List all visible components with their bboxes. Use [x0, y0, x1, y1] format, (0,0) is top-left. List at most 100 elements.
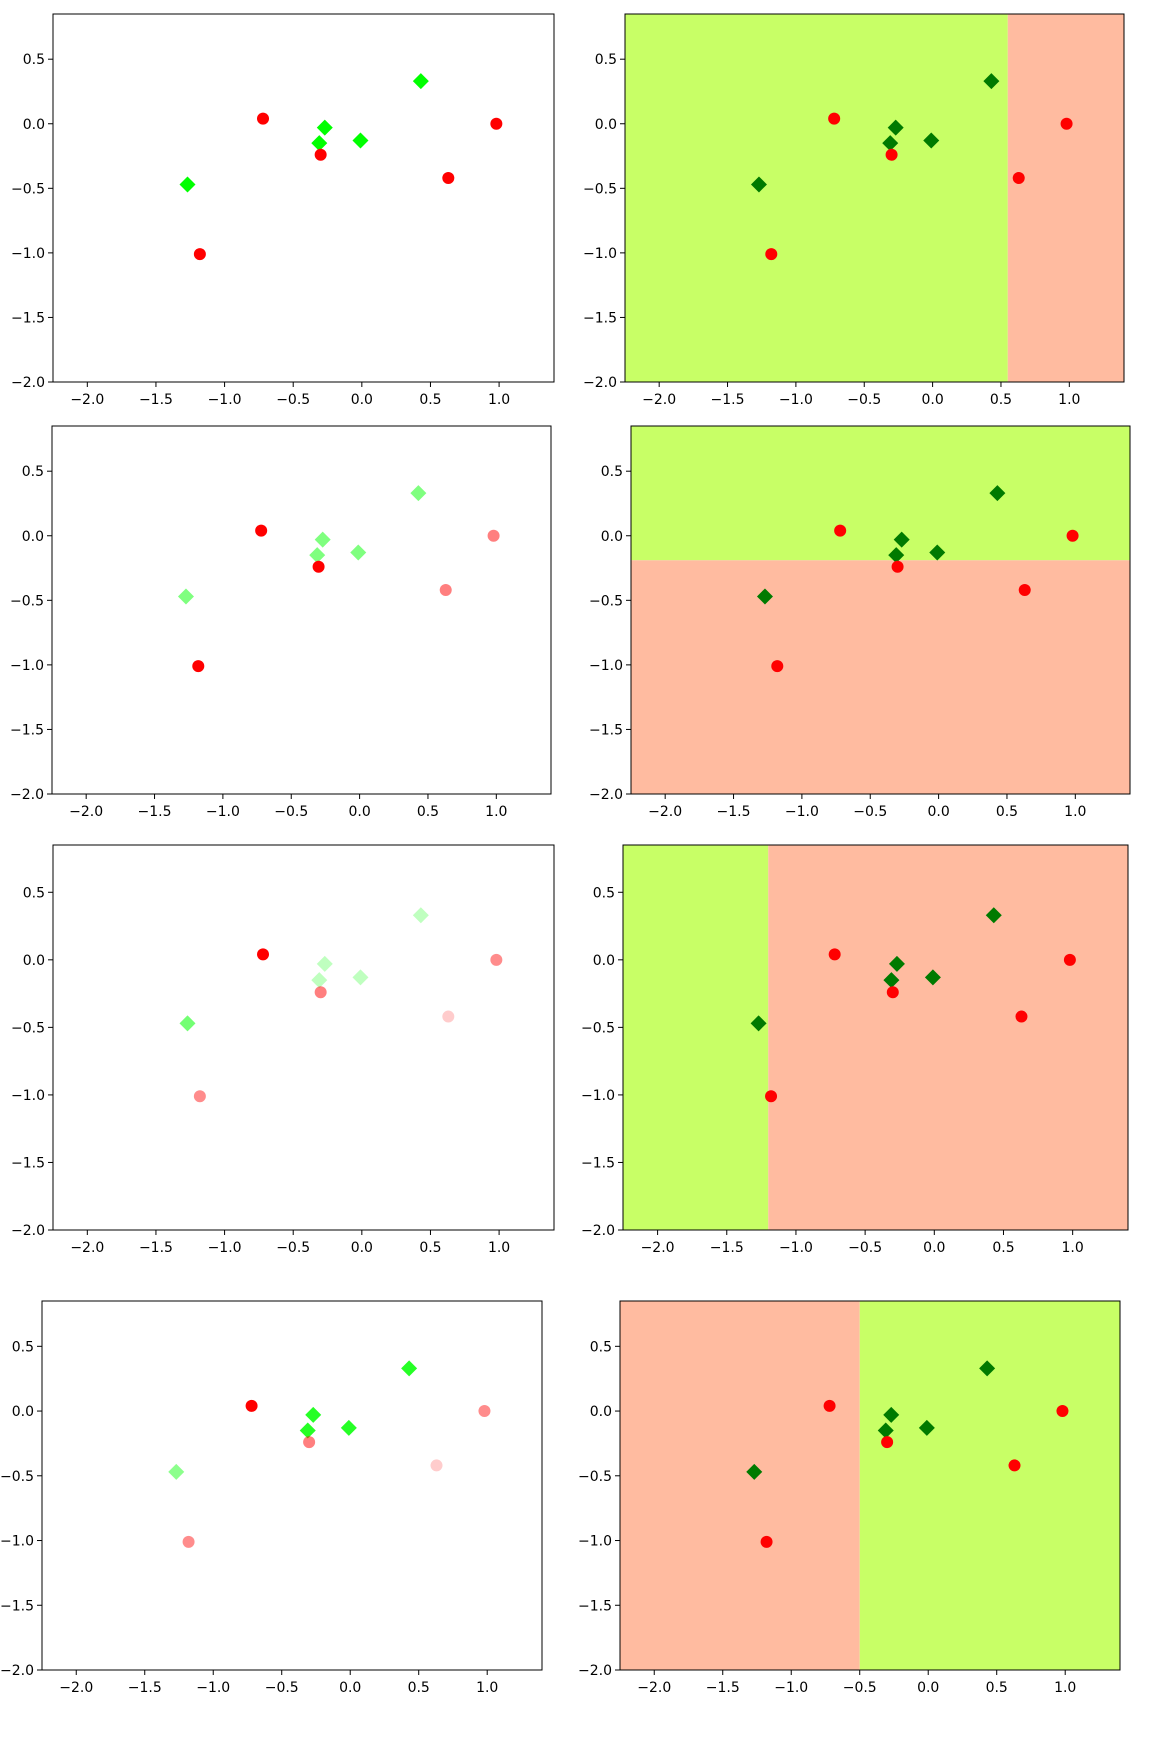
point-green-diamond	[311, 135, 328, 152]
x-tick-label: −1.5	[139, 392, 173, 408]
point-green-diamond	[350, 544, 367, 561]
point-red-circle	[245, 1399, 258, 1412]
x-tick-label: 1.0	[1058, 392, 1080, 408]
x-tick-label: −1.0	[779, 1240, 813, 1256]
panel-row2-stump: −2.0 −1.5 −1.0 −0.5 0.0 0.5 1.0 0.5 0.0 −0.5 −1.0 −…	[589, 425, 1131, 820]
x-tick-label: 0.5	[417, 804, 439, 820]
point-red-circle	[314, 986, 327, 999]
y-tick-label: 0.5	[12, 1339, 34, 1355]
y-tick-label: −1.5	[11, 310, 45, 326]
point-green-diamond	[168, 1463, 185, 1480]
y-tick-label: −2.0	[11, 375, 45, 391]
point-red-circle	[834, 524, 847, 537]
point-red-circle	[771, 660, 784, 673]
x-tick-label: −1.5	[717, 804, 751, 820]
point-green-diamond	[316, 955, 333, 972]
panel-row1-weights: −2.0 −1.5 −1.0 −0.5 0.0 0.5 1.0 0.5 0.0 −0.5 −1.0 −…	[11, 13, 555, 408]
axes-frame	[622, 844, 1129, 1231]
point-red-circle	[886, 986, 899, 999]
point-red-circle	[312, 560, 325, 573]
x-tick-label: 0.5	[992, 1240, 1014, 1256]
point-red-circle	[430, 1459, 443, 1472]
axes-frame	[624, 13, 1125, 383]
point-red-circle	[303, 1436, 316, 1449]
panel-row3-stump: −2.0 −1.5 −1.0 −0.5 0.0 0.5 1.0 0.5 0.0 −0.5 −1.0 −…	[581, 844, 1129, 1256]
point-red-circle	[490, 953, 503, 966]
y-tick-label: −1.5	[578, 1598, 612, 1614]
y-tick-label: −1.5	[589, 722, 623, 738]
point-red-circle	[1018, 583, 1031, 596]
point-red-circle	[442, 171, 455, 184]
point-green-diamond	[352, 132, 369, 149]
x-tick-label: 0.0	[351, 392, 373, 408]
point-green-diamond	[888, 955, 905, 972]
point-red-circle	[314, 148, 327, 161]
y-tick-label: −0.5	[11, 181, 45, 197]
x-tick-label: 0.0	[921, 392, 943, 408]
point-red-circle	[1015, 1010, 1028, 1023]
point-red-circle	[1063, 953, 1076, 966]
y-tick-label: −1.0	[583, 246, 617, 262]
y-tick-label: −2.0	[11, 1223, 45, 1239]
point-red-circle	[255, 524, 268, 537]
y-tick-label: −1.0	[589, 658, 623, 674]
point-green-diamond	[887, 119, 904, 136]
x-tick-label: −2.0	[70, 392, 104, 408]
x-tick-label: 0.0	[923, 1240, 945, 1256]
x-tick-label: 0.5	[996, 804, 1018, 820]
point-green-diamond	[983, 73, 1000, 90]
y-tick-label: −0.5	[578, 1469, 612, 1485]
y-tick-label: −2.0	[589, 787, 623, 803]
y-tick-label: 0.5	[595, 52, 617, 68]
panel-row4-weights: −2.0 −1.5 −1.0 −0.5 0.0 0.5 1.0 0.5 0.0 −0.5 −1.0 −…	[0, 1300, 543, 1696]
point-green-diamond	[985, 907, 1002, 924]
x-tick-label: 1.0	[488, 392, 510, 408]
point-green-diamond	[314, 531, 331, 548]
y-tick-label: 0.0	[590, 1404, 612, 1420]
x-tick-label: −0.5	[843, 1680, 877, 1696]
point-green-diamond	[746, 1463, 763, 1480]
x-tick-label: 0.5	[419, 392, 441, 408]
panel-row1-stump: −2.0 −1.5 −1.0 −0.5 0.0 0.5 1.0 0.5 0.0 −0.5 −1.0 −…	[583, 13, 1125, 408]
y-tick-label: −1.5	[581, 1155, 615, 1171]
x-tick-label: −0.5	[847, 392, 881, 408]
x-tick-label: −0.5	[276, 392, 310, 408]
y-tick-label: 0.0	[23, 953, 45, 969]
y-tick-label: −1.5	[11, 1155, 45, 1171]
x-tick-label: 0.5	[408, 1680, 430, 1696]
y-tick-label: 0.0	[23, 117, 45, 133]
axes-frame	[630, 425, 1131, 795]
x-tick-label: −0.5	[274, 804, 308, 820]
y-tick-label: 0.0	[595, 117, 617, 133]
point-green-diamond	[412, 73, 429, 90]
point-red-circle	[881, 1436, 894, 1449]
axes-frame	[619, 1300, 1121, 1671]
axes-frame	[41, 1300, 543, 1671]
point-red-circle	[442, 1010, 455, 1023]
x-tick-label: −1.5	[139, 1240, 173, 1256]
point-red-circle	[891, 560, 904, 573]
point-red-circle	[1066, 529, 1079, 542]
point-green-diamond	[316, 119, 333, 136]
y-tick-label: 0.5	[22, 464, 44, 480]
panel-row3-weights: −2.0 −1.5 −1.0 −0.5 0.0 0.5 1.0 0.5 0.0 −0.5 −1.0 −…	[11, 844, 555, 1256]
point-red-circle	[257, 112, 270, 125]
y-tick-label: −0.5	[0, 1469, 34, 1485]
y-tick-label: −2.0	[581, 1223, 615, 1239]
point-green-diamond	[756, 588, 773, 605]
point-red-circle	[765, 1090, 778, 1103]
x-tick-label: −2.0	[69, 804, 103, 820]
panel-row2-weights: −2.0 −1.5 −1.0 −0.5 0.0 0.5 1.0 0.5 0.0 −0.5 −1.0 −…	[10, 425, 552, 820]
y-tick-label: −0.5	[589, 593, 623, 609]
x-tick-label: 1.0	[476, 1680, 498, 1696]
point-red-circle	[439, 583, 452, 596]
x-tick-label: 1.0	[488, 1240, 510, 1256]
x-tick-label: −2.0	[642, 392, 676, 408]
x-tick-label: 0.5	[986, 1680, 1008, 1696]
x-tick-label: −1.0	[196, 1680, 230, 1696]
point-green-diamond	[299, 1422, 316, 1439]
x-tick-label: −2.0	[648, 804, 682, 820]
point-green-diamond	[179, 176, 196, 193]
x-tick-label: −1.0	[785, 804, 819, 820]
